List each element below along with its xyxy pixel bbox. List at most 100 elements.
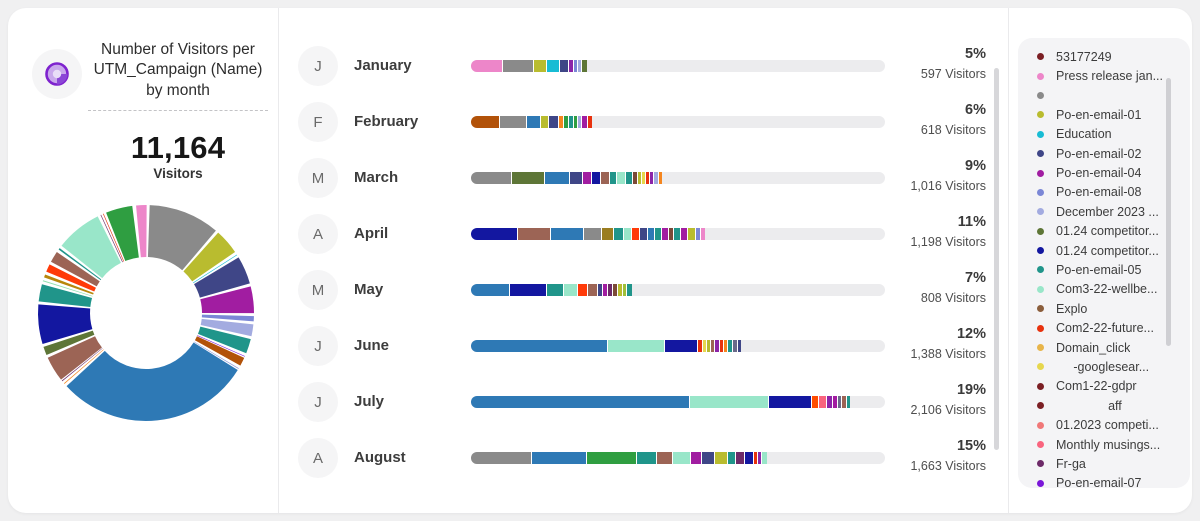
legend-item-22[interactable]: Po-en-email-07 (1018, 474, 1190, 488)
bar-segment-3[interactable] (547, 60, 560, 72)
donut-chart[interactable] (36, 203, 256, 423)
legend-item-17[interactable]: Com1-22-gdpr (1018, 377, 1190, 396)
bar-segment-10[interactable] (633, 172, 638, 184)
bar-segment-15[interactable] (688, 228, 696, 240)
stacked-bar[interactable] (471, 396, 885, 408)
bar-segment-10[interactable] (736, 452, 745, 464)
bar-segment-14[interactable] (762, 452, 767, 464)
bar-segment-9[interactable] (648, 228, 655, 240)
bar-segment-14[interactable] (650, 172, 654, 184)
legend-item-9[interactable]: 01.24 competitor... (1018, 222, 1190, 241)
bar-segment-11[interactable] (733, 340, 738, 352)
bar-segment-7[interactable] (702, 452, 715, 464)
bar-segment-9[interactable] (613, 284, 618, 296)
legend-scrollbar[interactable] (1166, 78, 1171, 346)
bar-segment-7[interactable] (578, 60, 582, 72)
bar-segment-15[interactable] (654, 172, 659, 184)
bar-segment-3[interactable] (698, 340, 703, 352)
bar-segment-0[interactable] (471, 116, 500, 128)
bar-segment-11[interactable] (638, 172, 642, 184)
bar-segment-1[interactable] (500, 116, 527, 128)
month-row-july[interactable]: J July 19% 2,106 Visitors (278, 374, 1000, 430)
bar-segment-3[interactable] (637, 452, 657, 464)
stacked-bar[interactable] (471, 60, 885, 72)
bar-segment-9[interactable] (728, 452, 736, 464)
bar-segment-7[interactable] (838, 396, 842, 408)
bar-segment-6[interactable] (564, 116, 569, 128)
bar-segment-9[interactable] (724, 340, 728, 352)
stacked-bar[interactable] (471, 452, 885, 464)
bar-segment-9[interactable] (847, 396, 850, 408)
bar-segment-0[interactable] (471, 452, 532, 464)
bar-segment-4[interactable] (560, 60, 569, 72)
bar-segment-5[interactable] (569, 60, 574, 72)
bar-segment-2[interactable] (665, 340, 698, 352)
legend-item-0[interactable]: 53177249 (1018, 47, 1190, 66)
bar-segment-5[interactable] (588, 284, 598, 296)
bar-segment-4[interactable] (703, 340, 707, 352)
bar-segment-17[interactable] (701, 228, 705, 240)
bar-segment-13[interactable] (674, 228, 681, 240)
bar-segment-10[interactable] (655, 228, 662, 240)
bar-segment-2[interactable] (534, 60, 547, 72)
donut-slice-17[interactable] (38, 205, 254, 421)
bar-segment-2[interactable] (545, 172, 570, 184)
bar-segment-10[interactable] (582, 116, 588, 128)
month-row-may[interactable]: M May 7% 808 Visitors (278, 262, 1000, 318)
donut-slice-5[interactable] (38, 205, 254, 421)
bar-segment-8[interactable] (617, 172, 626, 184)
bar-segment-6[interactable] (574, 60, 578, 72)
bar-segment-3[interactable] (812, 396, 819, 408)
legend-item-11[interactable]: Po-en-email-05 (1018, 260, 1190, 279)
bar-segment-4[interactable] (578, 284, 588, 296)
month-row-june[interactable]: J June 12% 1,388 Visitors (278, 318, 1000, 374)
bar-segment-7[interactable] (603, 284, 608, 296)
bar-segment-3[interactable] (541, 116, 549, 128)
bar-segment-4[interactable] (657, 452, 673, 464)
bar-segment-1[interactable] (532, 452, 587, 464)
bar-segment-5[interactable] (592, 172, 601, 184)
bar-segment-1[interactable] (690, 396, 769, 408)
legend-item-4[interactable]: Education (1018, 125, 1190, 144)
bar-segment-5[interactable] (614, 228, 624, 240)
legend-item-19[interactable]: 01.2023 competi... (1018, 415, 1190, 434)
bar-segment-14[interactable] (681, 228, 688, 240)
bar-segment-4[interactable] (602, 228, 614, 240)
legend-item-14[interactable]: Com2-22-future... (1018, 318, 1190, 337)
bar-segment-2[interactable] (587, 452, 637, 464)
bar-segment-1[interactable] (512, 172, 545, 184)
bar-segment-7[interactable] (610, 172, 617, 184)
bar-segment-0[interactable] (471, 60, 503, 72)
bar-segment-6[interactable] (598, 284, 603, 296)
stacked-bar[interactable] (471, 284, 885, 296)
bar-segment-4[interactable] (583, 172, 592, 184)
month-row-august[interactable]: A August 15% 1,663 Visitors (278, 430, 1000, 486)
month-row-april[interactable]: A April 11% 1,198 Visitors (278, 206, 1000, 262)
bar-segment-1[interactable] (510, 284, 547, 296)
bar-segment-8[interactable] (720, 340, 724, 352)
legend-item-10[interactable]: 01.24 competitor... (1018, 241, 1190, 260)
bar-segment-7[interactable] (715, 340, 720, 352)
bar-segment-5[interactable] (559, 116, 564, 128)
bar-segment-2[interactable] (547, 284, 564, 296)
bar-segment-4[interactable] (549, 116, 559, 128)
bar-segment-1[interactable] (608, 340, 665, 352)
stacked-bar[interactable] (471, 340, 885, 352)
bar-segment-8[interactable] (574, 116, 578, 128)
legend-item-8[interactable]: December 2023 ... (1018, 202, 1190, 221)
bar-segment-6[interactable] (711, 340, 715, 352)
bar-segment-5[interactable] (673, 452, 691, 464)
bar-segment-16[interactable] (659, 172, 662, 184)
bar-segment-4[interactable] (819, 396, 827, 408)
bar-segment-10[interactable] (618, 284, 623, 296)
bar-segment-5[interactable] (707, 340, 711, 352)
legend-item-5[interactable]: Po-en-email-02 (1018, 144, 1190, 163)
bar-segment-6[interactable] (691, 452, 702, 464)
bar-segment-2[interactable] (527, 116, 541, 128)
legend-item-2[interactable] (1018, 86, 1190, 105)
bar-segment-12[interactable] (642, 172, 646, 184)
bar-segment-9[interactable] (626, 172, 633, 184)
legend-item-12[interactable]: Com3-22-wellbe... (1018, 280, 1190, 299)
donut-slice-12[interactable] (38, 205, 254, 421)
bar-segment-1[interactable] (518, 228, 551, 240)
